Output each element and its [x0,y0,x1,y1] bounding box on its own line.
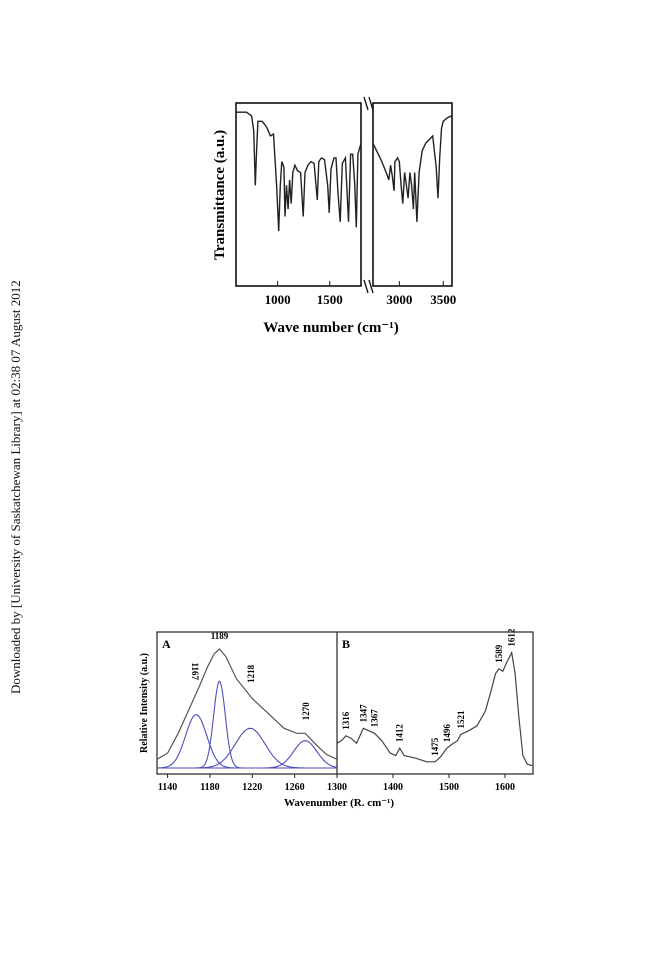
raman-a-fitted-peak-line [157,740,338,769]
raman-b-peak-label: 1316 [341,711,351,730]
raman-x-axis-label: Wavenumber (R. cm⁻¹) [284,797,394,809]
raman-b-x-tick-label: 1600 [495,782,515,793]
panel-label-a: A [162,637,171,651]
raman-a-peak-label: 1270 [301,702,311,721]
panel-label-b: B [342,637,350,651]
raman-a-x-tick-label: 1260 [285,782,305,793]
raman-a-x-tick-label: 1220 [242,782,262,793]
ir-axes-frame-right [372,102,453,287]
ir-x-tick-label: 1000 [265,292,291,307]
raman-b-peak-label: 1475 [430,737,440,756]
raman-a-fitted-peak-line [157,680,337,769]
raman-a-x-tick-label: 1140 [158,782,177,793]
raman-b-peak-label: 1496 [442,724,452,743]
axis-break-mark-bottom [363,279,369,294]
axis-break-mark-top [368,96,374,111]
ir-x-axis-label: Wave number (cm⁻¹) [263,320,398,336]
raman-b-peak-label: 1521 [456,710,466,729]
raman-b-peak-label: 1412 [395,724,405,743]
raman-a-envelope-line [156,648,338,760]
raman-b-x-tick-label: 1400 [383,782,403,793]
raman-a-fitted-peak-line [157,714,337,769]
raman-a-x-tick-label: 1180 [200,782,219,793]
raman-a-x-tick-label: 1300 [327,782,347,793]
ir-series-line-right [372,115,453,222]
raman-axes-frame [156,631,534,775]
ir-x-tick-label: 3000 [386,292,412,307]
raman-a-fitted-peak-line [157,727,337,769]
axis-break-mark-bottom [368,279,374,294]
raman-b-peak-label: 1589 [494,644,504,663]
raman-a-peak-label: 1218 [246,664,256,683]
raman-y-axis-label: Relative Intensity (a.u.) [139,653,150,753]
raman-b-peak-label: 1347 [358,704,368,723]
raman-b-peak-label: 1612 [507,628,517,647]
raman-b-peak-label: 1367 [370,709,380,728]
ir-x-tick-label: 3500 [430,292,456,307]
ir-series-line-left [236,111,362,232]
raman-b-spectrum-line [336,650,533,767]
ir-axes-frame-left [235,102,362,287]
raman-a-peak-label: 1189 [211,631,229,641]
axis-break-mark-top [363,96,369,111]
raman-b-x-tick-label: 1500 [439,782,459,793]
ir-x-tick-label: 1500 [317,292,343,307]
raman-a-peak-label: 1167 [190,662,200,680]
ir-y-axis-label: Transmittance (a.u.) [212,130,228,260]
